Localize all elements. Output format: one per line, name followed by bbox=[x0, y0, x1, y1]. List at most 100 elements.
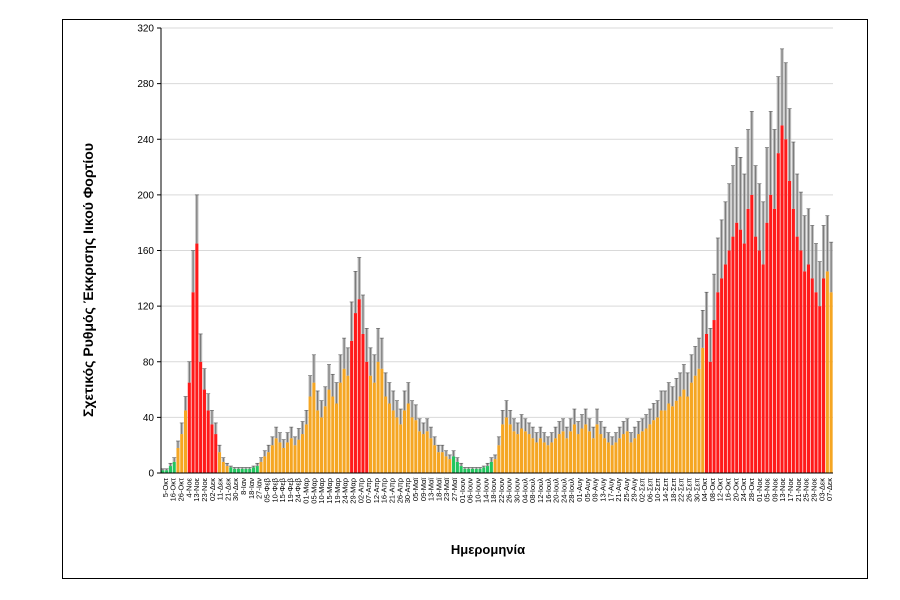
bar bbox=[508, 424, 512, 473]
bar bbox=[323, 406, 327, 473]
x-tick-label: 26-Οκτ bbox=[177, 478, 186, 501]
bar bbox=[497, 445, 501, 473]
bar bbox=[761, 264, 765, 473]
bar bbox=[459, 466, 463, 473]
x-tick-label: 15-Φεβ bbox=[278, 477, 287, 502]
x-tick-label: 01-Αυγ bbox=[575, 478, 584, 502]
bar bbox=[191, 292, 195, 473]
bar bbox=[535, 442, 539, 473]
bar bbox=[504, 417, 508, 473]
bar bbox=[580, 428, 584, 473]
bar bbox=[210, 424, 214, 473]
x-tick-label: 26-Απρ bbox=[395, 478, 404, 503]
x-tick-label: 24-Μαρ bbox=[341, 478, 350, 504]
bar bbox=[825, 271, 829, 473]
bar bbox=[822, 278, 826, 473]
bar bbox=[165, 470, 169, 473]
bar bbox=[610, 445, 614, 473]
bar bbox=[248, 468, 252, 473]
bar bbox=[421, 434, 425, 473]
x-tick-label: 09-Αυγ bbox=[591, 478, 600, 502]
bar bbox=[365, 361, 369, 473]
bar bbox=[376, 361, 380, 473]
bar bbox=[214, 434, 218, 473]
bar bbox=[199, 361, 203, 473]
bar bbox=[180, 434, 184, 473]
y-tick-label: 280 bbox=[137, 79, 154, 90]
x-tick-label: 02-Δεκ bbox=[208, 478, 217, 501]
bar bbox=[637, 434, 641, 473]
bar bbox=[735, 222, 739, 473]
bar bbox=[221, 461, 225, 473]
x-tick-label: 23-Νοε bbox=[200, 477, 209, 501]
x-tick-label: 10-Φεβ bbox=[270, 477, 279, 502]
x-tick-label: 05-Μαρ bbox=[309, 478, 318, 504]
bar bbox=[652, 420, 656, 473]
bar bbox=[187, 382, 191, 473]
bar bbox=[712, 320, 716, 473]
x-axis-ticks: 5-Οκτ16-Οκτ26-Οκτ4-Νοε13-Νοε23-Νοε02-Δεκ… bbox=[161, 477, 834, 503]
x-tick-label: 27-Ιαν bbox=[255, 478, 264, 499]
bar bbox=[372, 382, 376, 473]
x-tick-label: 16-Ιουλ bbox=[544, 478, 553, 503]
bar bbox=[308, 396, 312, 473]
bar bbox=[621, 434, 626, 473]
x-tick-label: 03-Δεκ bbox=[817, 478, 826, 501]
bar bbox=[297, 439, 301, 473]
bar bbox=[640, 431, 644, 473]
x-tick-label: 07-Δεκ bbox=[825, 478, 834, 501]
x-tick-label: 06-Ιουν bbox=[466, 478, 475, 503]
bar bbox=[467, 468, 471, 473]
bar bbox=[285, 442, 290, 473]
y-tick-label: 320 bbox=[137, 24, 154, 35]
bar bbox=[795, 236, 799, 473]
x-tick-label: 12-Οκτ bbox=[716, 478, 725, 501]
x-tick-label: 23-Μαϊ bbox=[442, 478, 451, 501]
bar bbox=[229, 467, 233, 473]
x-tick-label: 14-Ιουν bbox=[481, 478, 490, 503]
x-tick-label: 28-Ιουλ bbox=[567, 478, 576, 503]
y-tick-label: 200 bbox=[137, 190, 154, 201]
x-tick-label: 10-Μαρ bbox=[317, 478, 326, 504]
y-axis-title: Σχετικός Ρυθμός Έκκρισης Ιικού Φορτίου bbox=[80, 143, 96, 417]
bars bbox=[161, 125, 833, 473]
bar bbox=[569, 431, 573, 473]
bar bbox=[399, 424, 403, 473]
x-tick-label: 25-Αυγ bbox=[622, 478, 631, 502]
bar bbox=[489, 461, 493, 473]
bar bbox=[742, 243, 746, 473]
x-tick-label: 13-Αυγ bbox=[598, 478, 607, 502]
bar bbox=[810, 278, 814, 473]
x-tick-label: 22-Σεπ bbox=[677, 478, 686, 502]
bar bbox=[289, 438, 293, 473]
bar bbox=[316, 410, 320, 473]
x-tick-label: 20-Ιουλ bbox=[552, 478, 561, 503]
x-tick-label: 02-Απρ bbox=[356, 478, 365, 503]
bar bbox=[780, 125, 784, 473]
bar bbox=[765, 222, 769, 473]
x-tick-label: 12-Απρ bbox=[372, 478, 381, 503]
x-tick-label: 30-Δεκ bbox=[231, 478, 240, 501]
x-tick-label: 21-Δεκ bbox=[223, 478, 232, 501]
bar bbox=[519, 428, 524, 473]
x-tick-label: 19-Μαρ bbox=[333, 478, 342, 504]
bar bbox=[338, 382, 342, 473]
bar bbox=[414, 420, 418, 473]
bar bbox=[240, 468, 244, 473]
bar bbox=[463, 468, 467, 473]
x-tick-label: 20-Οκτ bbox=[731, 478, 740, 501]
bar bbox=[436, 452, 441, 473]
bar bbox=[395, 417, 399, 473]
bar bbox=[667, 403, 671, 473]
bar bbox=[708, 361, 712, 473]
bar bbox=[448, 459, 452, 473]
x-tick-label: 24-Οκτ bbox=[739, 478, 748, 501]
bar bbox=[599, 434, 603, 473]
bar bbox=[176, 447, 180, 473]
bar bbox=[663, 410, 667, 473]
y-tick-label: 80 bbox=[143, 357, 155, 368]
x-tick-label: 4-Νοε bbox=[184, 477, 193, 497]
y-axis-ticks: 0 40 80 120 160 200 240 280 320 bbox=[137, 24, 161, 480]
x-tick-label: 19-Φεβ bbox=[286, 477, 295, 502]
bar bbox=[470, 468, 475, 473]
